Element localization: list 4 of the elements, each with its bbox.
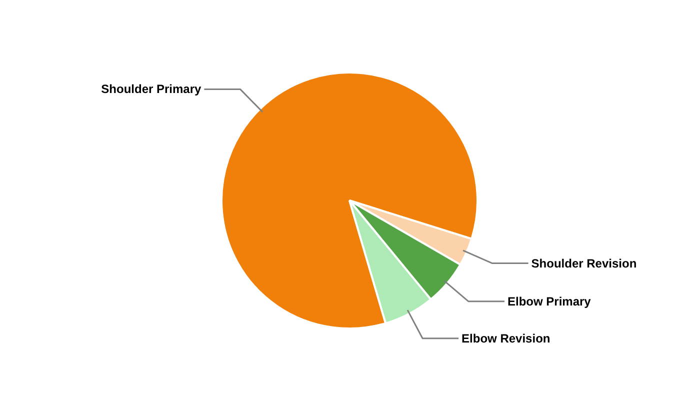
- slice-label: Elbow Primary: [507, 294, 592, 308]
- slice-label: Elbow Revision: [462, 331, 550, 346]
- slice-label: Shoulder Primary: [101, 82, 202, 96]
- slice-label: Shoulder Revision: [531, 256, 637, 270]
